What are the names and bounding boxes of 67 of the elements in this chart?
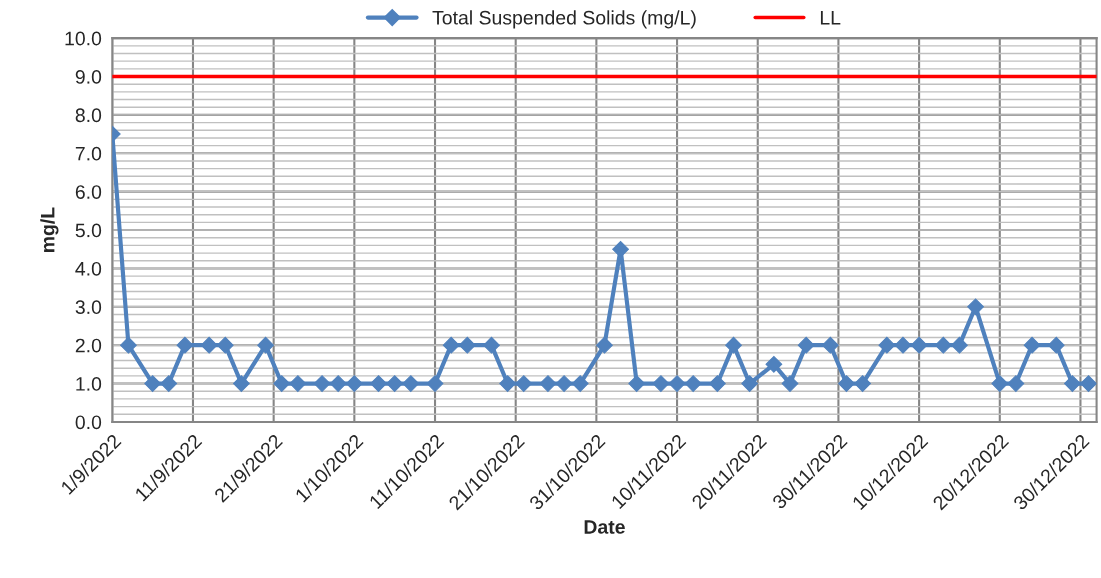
legend-label: Total Suspended Solids (mg/L) — [432, 10, 696, 29]
point — [878, 336, 896, 354]
point — [257, 336, 274, 354]
point — [160, 375, 178, 392]
point — [765, 355, 783, 373]
point — [1047, 336, 1065, 354]
point — [176, 336, 194, 354]
x-axis-title: Date — [584, 520, 625, 534]
point — [781, 375, 799, 392]
y-tick-label: 7.0 — [75, 146, 102, 161]
point — [458, 336, 476, 354]
point — [200, 336, 218, 354]
point — [684, 375, 702, 392]
point — [1007, 375, 1025, 392]
y-tick-label: 0.0 — [75, 415, 102, 430]
y-tick-label: 3.0 — [75, 300, 102, 315]
point — [910, 336, 928, 354]
y-tick-label: 9.0 — [75, 70, 102, 84]
y-tick-label: 2.0 — [75, 338, 102, 353]
point — [725, 336, 742, 354]
point — [216, 336, 234, 354]
point — [838, 375, 855, 392]
legend-label: LL — [820, 11, 841, 25]
point — [821, 336, 839, 354]
point — [1080, 375, 1097, 392]
y-axis-title: mg/L — [40, 207, 59, 252]
point — [273, 375, 291, 392]
point — [967, 298, 984, 316]
point — [628, 375, 646, 392]
point — [797, 336, 815, 354]
point — [442, 336, 460, 354]
point — [1064, 375, 1081, 392]
point — [652, 375, 670, 392]
point — [426, 375, 444, 392]
point — [120, 336, 137, 354]
point — [329, 375, 347, 392]
point — [934, 336, 952, 354]
y-tick-label: 10.0 — [65, 31, 102, 46]
point — [313, 375, 331, 392]
point — [370, 375, 387, 392]
y-tick-label: 6.0 — [75, 185, 102, 199]
point — [596, 336, 613, 354]
point — [233, 375, 250, 392]
point — [894, 336, 912, 354]
y-tick-label: 5.0 — [75, 223, 102, 238]
point — [951, 336, 968, 354]
point — [555, 375, 573, 392]
y-tick-label: 8.0 — [75, 108, 102, 123]
point — [741, 375, 759, 392]
point — [386, 375, 404, 392]
point — [571, 375, 589, 392]
point — [539, 375, 557, 392]
point — [515, 375, 533, 392]
y-tick-label: 1.0 — [76, 377, 102, 391]
point — [991, 375, 1009, 392]
point — [402, 375, 420, 392]
point — [854, 375, 871, 392]
point — [612, 240, 629, 258]
point — [483, 336, 500, 354]
point — [289, 375, 307, 392]
point — [1023, 336, 1041, 354]
y-tick-label: 4.0 — [75, 261, 102, 276]
point — [709, 375, 726, 392]
point — [668, 375, 686, 392]
point — [144, 375, 162, 392]
point — [345, 375, 363, 392]
point — [499, 375, 517, 392]
